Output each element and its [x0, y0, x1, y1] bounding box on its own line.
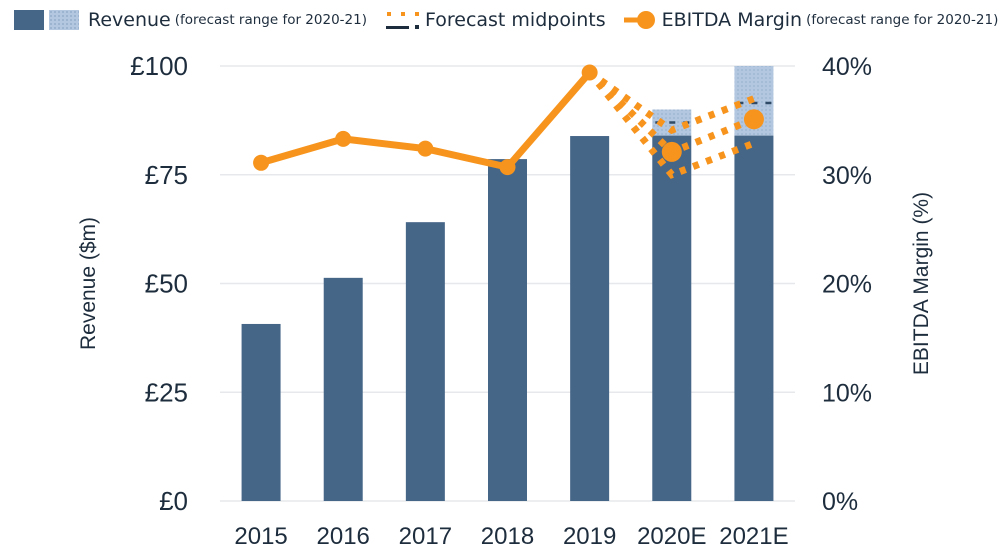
x-tick-label: 2018	[481, 523, 534, 550]
ebitda-line-marker-icon	[623, 11, 655, 29]
y2-tick-label: 10%	[822, 379, 872, 407]
midpoint-marker-icon	[385, 12, 419, 29]
ebitda-point	[743, 109, 764, 130]
y2-tick-label: 30%	[822, 162, 872, 190]
ebitda-forecast-high-line	[587, 69, 756, 135]
revenue-bar	[734, 135, 774, 501]
y-tick-label: £75	[145, 160, 188, 190]
y-tick-label: £25	[145, 377, 188, 407]
revenue-swatch	[14, 10, 44, 30]
legend-revenue-note: (forecast range for 2020-21)	[174, 12, 367, 28]
revenue-bar	[323, 277, 363, 501]
legend-revenue: Revenue (forecast range for 2020-21)	[14, 9, 367, 31]
ebitda-forecast-low-line	[586, 70, 756, 179]
x-tick-label: 2017	[399, 523, 452, 550]
legend-ebitda-note: (forecast range for 2020-21)	[806, 12, 999, 28]
revenue-bar	[488, 159, 527, 501]
x-tick-label: 2015	[234, 523, 287, 550]
revenue-bar	[405, 222, 445, 502]
y-axis-title: Revenue ($m)	[77, 217, 100, 350]
ebitda-point	[335, 130, 352, 147]
legend-ebitda-label: EBITDA Margin	[661, 9, 803, 31]
ebitda-point	[417, 140, 434, 157]
y2-tick-label: 20%	[822, 271, 872, 299]
y2-axis-title: EBITDA Margin (%)	[910, 192, 933, 375]
revenue-bar	[570, 136, 610, 501]
revenue-bar	[241, 323, 281, 501]
legend-revenue-label: Revenue	[88, 9, 171, 31]
revenue-bar	[652, 135, 692, 501]
ebitda-point	[253, 154, 270, 171]
x-tick-label: 2020E	[637, 523, 706, 550]
ebitda-point	[661, 141, 682, 162]
legend-midpoints: Forecast midpoints	[385, 8, 606, 32]
legend-midpoints-label: Forecast midpoints	[424, 9, 606, 31]
x-tick-label: 2019	[563, 523, 616, 550]
y-tick-label: £100	[130, 51, 188, 81]
y2-tick-label: 0%	[822, 488, 858, 516]
chart-legend: Revenue (forecast range for 2020-21) For…	[14, 8, 1000, 32]
x-tick-label: 2021E	[719, 523, 788, 550]
ebitda-point	[581, 64, 598, 81]
y-tick-label: £50	[145, 269, 188, 299]
y-tick-label: £0	[159, 486, 188, 516]
y2-tick-label: 40%	[822, 53, 872, 81]
revenue-range-swatch	[49, 10, 79, 30]
ebitda-point	[499, 159, 516, 176]
legend-ebitda: EBITDA Margin (forecast range for 2020-2…	[623, 9, 999, 31]
x-tick-label: 2016	[317, 523, 370, 550]
